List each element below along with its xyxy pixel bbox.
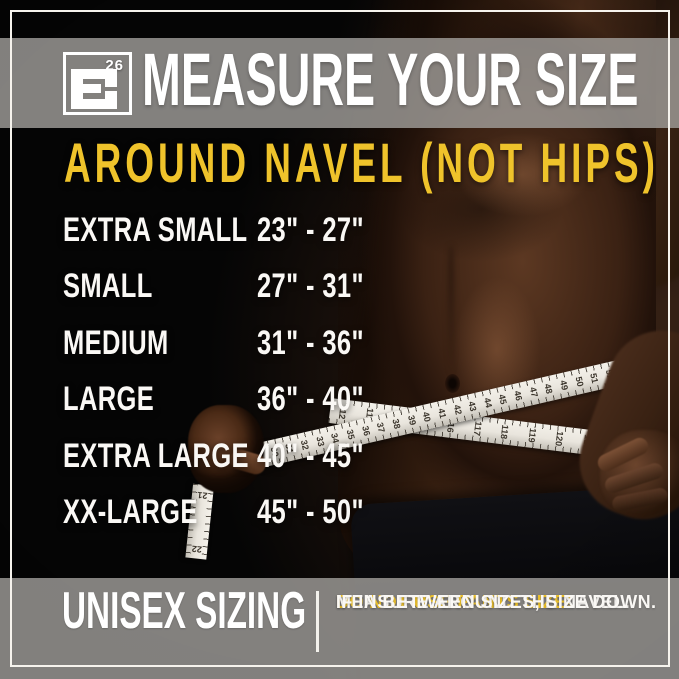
note-highlight: DO NOT USE PANTS SIZE! [336, 592, 573, 612]
logo-e-bar [105, 69, 117, 87]
logo-e-bar [105, 91, 117, 109]
measure-heading: AROUND NAVEL (NOT HIPS) [64, 131, 659, 194]
left-hand-fist [188, 405, 264, 493]
logo-letter-e-icon [71, 69, 117, 109]
ab-line [448, 245, 454, 380]
logo-e-bar [71, 84, 101, 93]
logo-e-bar [71, 69, 117, 79]
logo-e-bar [71, 99, 117, 109]
unisex-sizing-label: UNISEX SIZING [62, 582, 307, 640]
navel [445, 374, 460, 393]
page-title: MEASURE YOUR SIZE [142, 38, 639, 121]
footer-band [0, 578, 679, 679]
brand-logo: 26 [63, 52, 132, 115]
note-line: IF IN BETWEEN SIZES, SIZE DOWN. [336, 592, 657, 612]
footer-divider [316, 591, 319, 652]
note-line: MEASURE AROUND THE NAVEL. [336, 592, 631, 612]
